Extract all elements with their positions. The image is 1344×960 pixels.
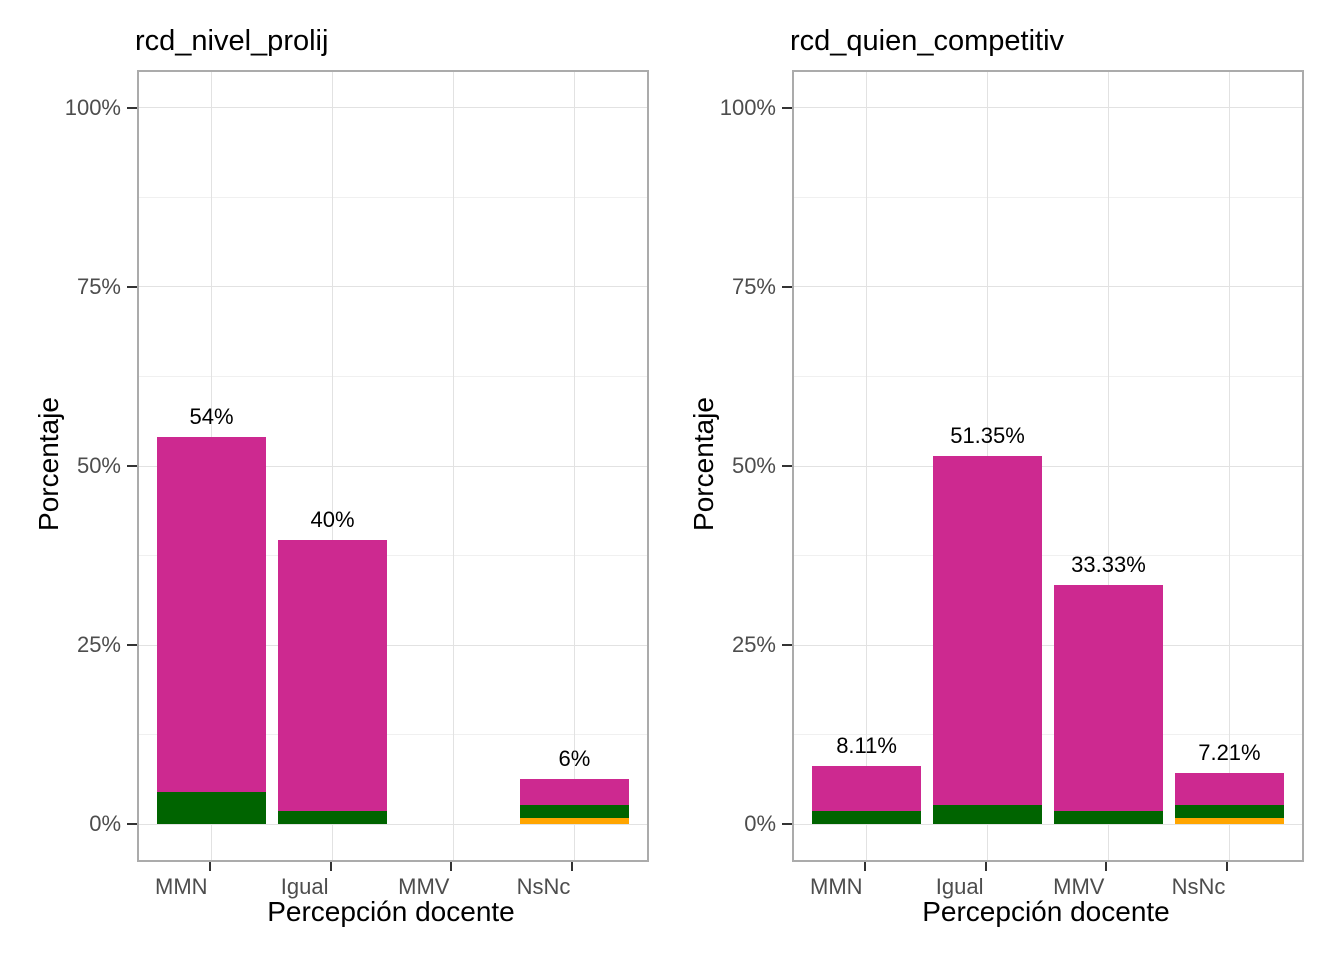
bar-value-label: 54%: [189, 404, 234, 429]
gridline-major-h: [794, 644, 1302, 646]
gridline-major-h: [139, 286, 647, 288]
y-tick-label: 0%: [744, 811, 776, 837]
gridline-major-h: [794, 286, 1302, 288]
bar-value-label: 7.21%: [1198, 739, 1261, 765]
bar-value-label: 51.35%: [950, 423, 1025, 449]
bar-value-label: 33.33%: [1071, 552, 1146, 578]
bar-magenta-segment: [1175, 772, 1284, 805]
gridline-major-v: [1107, 72, 1109, 860]
y-tick-mark: [127, 823, 137, 826]
y-tick-mark: [782, 106, 792, 109]
bar-value-label: 8.11%: [836, 733, 897, 759]
gridline-minor-h: [139, 196, 647, 198]
y-tick-label: 50%: [731, 453, 776, 478]
gridline-minor-h: [794, 555, 1302, 557]
x-tick-label-igual: Igual: [280, 874, 329, 899]
gridline-major-v: [1228, 72, 1230, 860]
y-tick-mark: [782, 285, 792, 288]
x-tick-label-igual: Igual: [935, 874, 984, 899]
chart-title: rcd_quien_competitiv: [790, 25, 1065, 57]
bar-green-segment: [1175, 804, 1284, 818]
bar-green-segment: [157, 791, 266, 825]
gridline-minor-h: [139, 555, 647, 557]
bar-green-segment: [812, 811, 921, 825]
y-tick-label: 100%: [64, 94, 121, 120]
gridline-major-h: [794, 823, 1302, 825]
gridline-major-v: [332, 72, 334, 860]
y-tick-label: 100%: [719, 94, 776, 120]
x-axis-title: Percepción docente: [267, 896, 515, 927]
x-tick-mark: [1105, 862, 1108, 871]
bar-green-segment: [520, 804, 629, 818]
chart-rcd-quien-competitiv: rcd_quien_competitiv Porcentaje Percepci…: [672, 0, 1344, 960]
y-tick-mark: [782, 644, 792, 647]
bar-green-segment: [1054, 811, 1163, 825]
x-tick-mark: [1226, 862, 1229, 871]
bar-orange-segment: [1175, 817, 1284, 825]
gridline-minor-h: [794, 196, 1302, 198]
y-tick-mark: [127, 285, 137, 288]
bar-magenta-segment: [1054, 585, 1163, 812]
x-tick-mark: [571, 862, 574, 871]
gridline-major-h: [139, 465, 647, 467]
bar-green-segment: [933, 804, 1042, 825]
gridline-major-v: [573, 72, 575, 860]
y-tick-label: 25%: [731, 632, 776, 658]
plot-panel: 8.11% 51.35% 33.33% 7.21%: [792, 70, 1304, 862]
x-tick-mark: [329, 862, 332, 871]
y-tick-mark: [127, 106, 137, 109]
x-axis-title: Percepción docente: [922, 896, 1170, 927]
gridline-major-h: [139, 823, 647, 825]
x-tick-mark: [863, 862, 866, 871]
x-tick-mark: [450, 862, 453, 871]
x-tick-label-mmv: MMV: [398, 874, 450, 899]
y-tick-mark: [127, 644, 137, 647]
chart-title: rcd_nivel_prolij: [135, 25, 329, 57]
bar-magenta-segment: [933, 456, 1042, 805]
y-tick-label: 75%: [731, 273, 776, 299]
gridline-minor-h: [794, 734, 1302, 736]
y-tick-label: 25%: [76, 632, 121, 658]
gridline-major-v: [452, 72, 454, 860]
y-tick-label: 0%: [89, 811, 121, 837]
gridline-minor-h: [139, 375, 647, 377]
plot-panel: 54% 40% 6%: [137, 70, 649, 862]
x-tick-mark: [984, 862, 987, 871]
bar-magenta-segment: [520, 778, 629, 805]
gridline-minor-h: [794, 375, 1302, 377]
gridline-major-v: [866, 72, 868, 860]
y-tick-mark: [782, 465, 792, 467]
x-tick-label-mmn: MMN: [810, 874, 863, 899]
x-tick-label-mmv: MMV: [1053, 874, 1105, 899]
gridline-minor-h: [139, 734, 647, 736]
x-tick-label-nsnc: NsNc: [516, 874, 571, 899]
bar-magenta-segment: [157, 437, 266, 792]
bar-value-label: 40%: [310, 507, 355, 533]
bar-magenta-segment: [278, 540, 387, 812]
chart-rcd-nivel-prolij: rcd_nivel_prolij Porcentaje Percepción d…: [33, 25, 649, 927]
bar-value-label: 6%: [558, 745, 591, 771]
y-tick-label: 50%: [76, 453, 121, 478]
gridline-major-h: [794, 107, 1302, 109]
y-tick-mark: [127, 465, 137, 467]
x-tick-mark: [208, 862, 211, 871]
gridline-major-h: [794, 465, 1302, 467]
y-tick-label: 75%: [76, 273, 121, 299]
y-tick-mark: [782, 823, 792, 826]
gridline-major-h: [139, 644, 647, 646]
gridline-major-h: [139, 107, 647, 109]
x-tick-label-mmn: MMN: [155, 874, 208, 899]
x-tick-label-nsnc: NsNc: [1171, 874, 1226, 899]
bar-green-segment: [278, 811, 387, 825]
bar-orange-segment: [520, 817, 629, 825]
bar-magenta-segment: [812, 766, 921, 812]
